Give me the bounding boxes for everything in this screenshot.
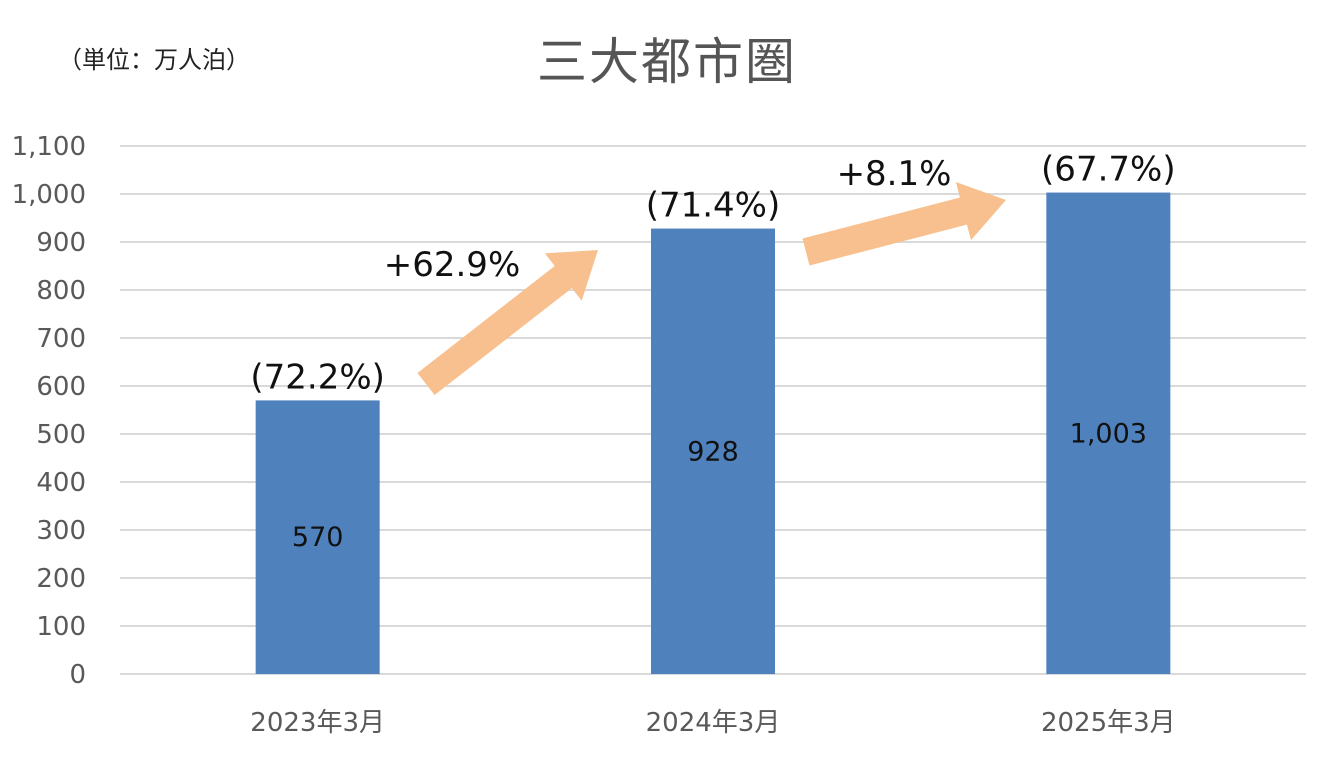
growth-label: +8.1% (837, 154, 952, 194)
growth-arrow (417, 250, 598, 395)
x-tick-label: 2024年3月 (646, 708, 781, 738)
growth-arrow (802, 182, 1006, 266)
share-label: (67.7%) (1041, 150, 1176, 190)
unit-label: （単位：万人泊） (58, 46, 250, 74)
bar (651, 228, 775, 674)
y-tick-label: 300 (36, 516, 86, 546)
y-tick-label: 600 (36, 372, 86, 402)
y-tick-label: 400 (36, 468, 86, 498)
bar-value-label: 570 (292, 522, 344, 553)
y-tick-label: 0 (69, 660, 86, 690)
x-tick-label: 2025年3月 (1041, 708, 1176, 738)
share-label: (71.4%) (646, 186, 781, 226)
share-label: (72.2%) (250, 357, 385, 397)
y-tick-label: 1,000 (12, 180, 86, 210)
bar-value-label: 1,003 (1070, 418, 1147, 449)
growth-label: +62.9% (384, 245, 521, 285)
y-tick-label: 500 (36, 420, 86, 450)
y-tick-label: 700 (36, 324, 86, 354)
chart-title: 三大都市圏 (537, 33, 797, 91)
bar-value-label: 928 (687, 436, 739, 467)
y-tick-label: 100 (36, 612, 86, 642)
y-tick-label: 800 (36, 276, 86, 306)
bar (255, 400, 380, 674)
bar (1046, 192, 1171, 674)
y-tick-label: 1,100 (12, 132, 86, 162)
y-tick-label: 200 (36, 564, 86, 594)
y-tick-label: 900 (36, 228, 86, 258)
x-tick-label: 2023年3月 (250, 708, 385, 738)
